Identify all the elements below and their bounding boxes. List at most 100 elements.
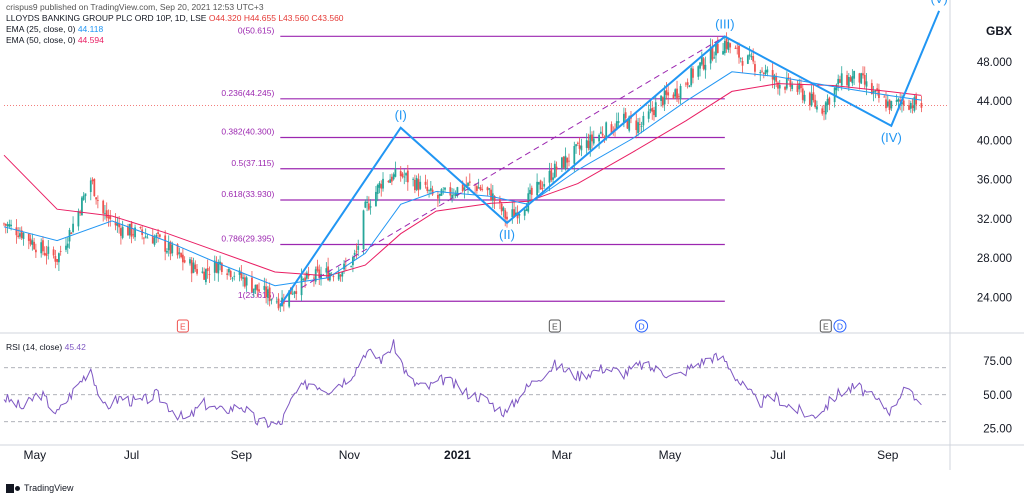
candle-body: [183, 260, 186, 263]
candle-body: [77, 211, 80, 227]
candle-body: [27, 233, 30, 241]
candle-body: [105, 210, 108, 218]
candle-body: [119, 228, 122, 236]
candle-body: [4, 223, 7, 226]
candle-body: [771, 70, 774, 80]
candle-body: [874, 90, 877, 92]
candle-body: [800, 84, 802, 89]
candle-body: [514, 212, 517, 216]
candle-body: [897, 98, 900, 102]
candle-body: [915, 95, 918, 105]
candle-body: [862, 73, 864, 76]
candle-body: [213, 260, 216, 273]
candle-body: [488, 188, 491, 190]
tradingview-icon: [6, 483, 20, 493]
candle-body: [201, 271, 204, 273]
elliott-wave-label: (I): [395, 108, 407, 123]
candle-body: [42, 240, 44, 252]
candle-body: [288, 290, 291, 307]
candle-body: [330, 274, 333, 276]
candle-body: [665, 90, 668, 95]
candle-body: [59, 251, 62, 252]
candle-body: [513, 209, 515, 218]
candle-body: [139, 227, 142, 228]
candle-body: [419, 181, 422, 189]
candle-body: [153, 237, 156, 245]
candle-body: [741, 61, 744, 66]
candle-body: [343, 263, 345, 270]
tradingview-logo[interactable]: TradingView: [6, 483, 74, 493]
candle-body: [295, 291, 298, 294]
candle-body: [654, 102, 657, 118]
candle-body: [734, 47, 737, 49]
elliott-wave-label: (V): [930, 0, 947, 6]
candle-body: [426, 186, 429, 191]
candle-body: [307, 273, 310, 277]
ema25-value: 44.118: [77, 24, 104, 34]
candle-body: [313, 277, 315, 279]
candle-body: [406, 170, 409, 183]
candle-body: [437, 195, 439, 199]
candle-body: [192, 262, 195, 273]
candle-body: [863, 74, 866, 85]
candle-body: [801, 88, 804, 100]
candle-body: [275, 301, 278, 303]
candle-body: [265, 286, 268, 298]
candle-body: [885, 99, 887, 109]
candle-body: [45, 253, 48, 256]
ema50-legend[interactable]: EMA (50, close, 0) 44.594: [6, 35, 104, 45]
candle-body: [107, 216, 110, 219]
candle-body: [920, 103, 923, 108]
candle-body: [304, 277, 306, 282]
candle-body: [6, 224, 9, 227]
candle-body: [389, 179, 392, 183]
ema25-legend[interactable]: EMA (25, close, 0) 44.118: [6, 24, 103, 34]
candle-body: [704, 64, 707, 71]
candle-body: [506, 216, 508, 220]
candle-body: [79, 211, 82, 214]
candle-body: [504, 210, 507, 219]
price-tick-label: 36.000: [977, 175, 1012, 187]
candle-body: [95, 197, 97, 200]
time-tick-label: Mar: [552, 448, 573, 462]
candle-body: [318, 269, 321, 278]
rsi-label: RSI (14, close): [6, 342, 63, 352]
candle-body: [640, 125, 643, 127]
candle-body: [901, 102, 903, 105]
candle-body: [738, 45, 740, 58]
candle-body: [104, 212, 106, 214]
earnings-marker: [548, 319, 561, 333]
candle-body: [375, 191, 377, 207]
rsi-legend[interactable]: RSI (14, close) 45.42: [6, 342, 86, 352]
earnings-marker: [176, 319, 189, 333]
candle-body: [810, 93, 813, 106]
candle-body: [456, 187, 459, 196]
candle-body: [263, 285, 266, 290]
candle-body: [511, 209, 514, 218]
candle-body: [568, 160, 570, 162]
candle-body: [812, 92, 815, 101]
candle-body: [109, 215, 112, 220]
fib-level-label: 0.236(44.245): [221, 88, 274, 98]
candle-body: [516, 212, 519, 219]
candle-body: [587, 140, 590, 149]
candle-body: [314, 269, 317, 282]
candle-body: [52, 249, 55, 256]
candle-body: [369, 206, 372, 208]
fib-level-label: 0.786(29.395): [221, 234, 274, 244]
candle-body: [302, 278, 305, 280]
candle-body: [617, 121, 620, 123]
dashed-channel-line: [301, 36, 726, 289]
candle-body: [70, 232, 73, 234]
candle-body: [128, 224, 131, 236]
candle-body: [429, 188, 432, 191]
candle-body: [8, 224, 11, 227]
candle-body: [158, 234, 161, 237]
candle-body: [697, 66, 700, 77]
time-tick-label: Sep: [877, 448, 899, 462]
candle-body: [477, 187, 480, 189]
candle-body: [787, 77, 790, 79]
symbol-name[interactable]: LLOYDS BANKING GROUP PLC ORD 10P, 1D, LS…: [6, 13, 207, 23]
candle-body: [189, 259, 191, 264]
